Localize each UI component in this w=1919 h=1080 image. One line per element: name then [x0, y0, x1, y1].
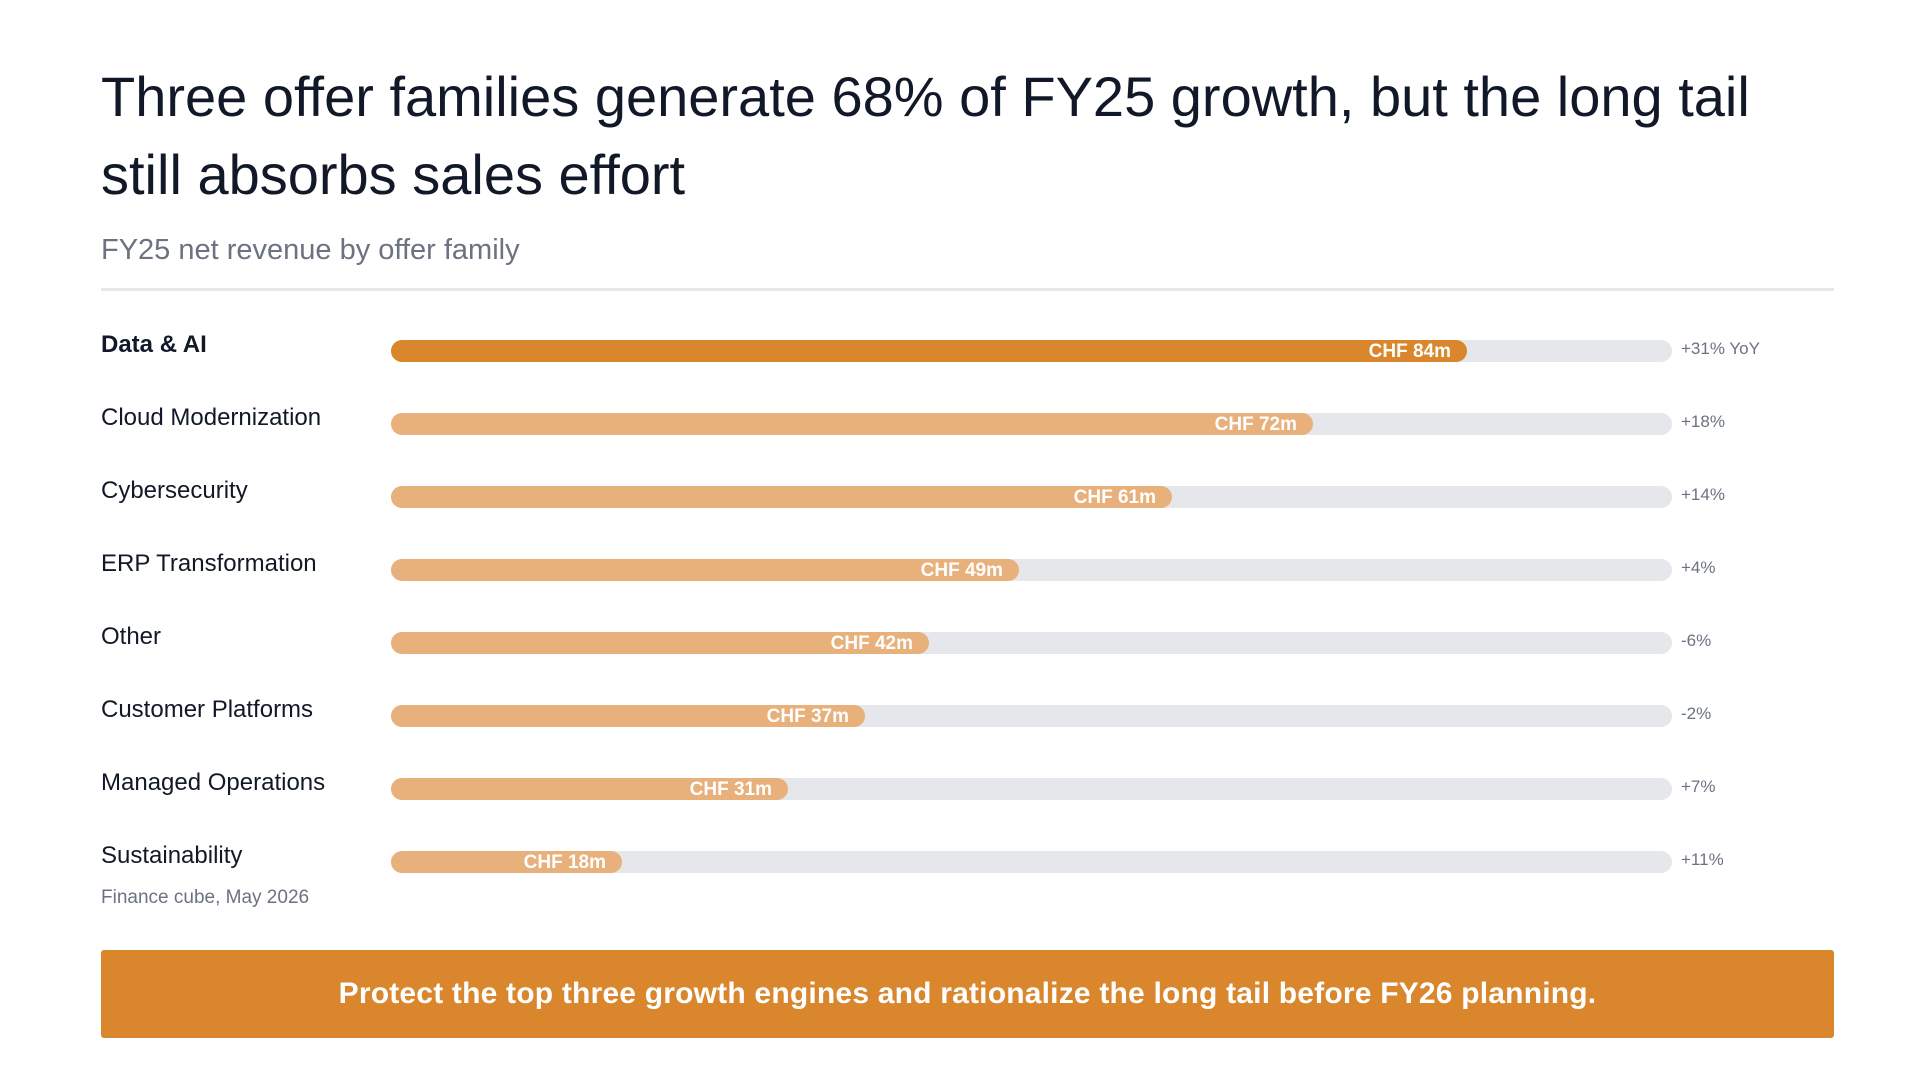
growth-label: +14%: [1681, 485, 1725, 504]
slide: Three offer families generate 68% of FY2…: [101, 58, 1834, 1048]
bar-row: Other CHF 42m -6%: [101, 610, 1834, 670]
bar-row: Sustainability CHF 18m +11%: [101, 829, 1834, 889]
category-label: Other: [101, 623, 162, 650]
bar-track: CHF 37m: [391, 705, 1672, 727]
bar-track: CHF 61m: [391, 486, 1672, 508]
bar-value-label: CHF 42m: [830, 633, 913, 654]
category-label: Managed Operations: [101, 769, 326, 796]
callout-text: Protect the top three growth engines and…: [338, 977, 1597, 1010]
bar-track: CHF 49m: [391, 559, 1672, 581]
growth-label: +18%: [1681, 412, 1725, 431]
category-label: Customer Platforms: [101, 696, 314, 723]
bar-track: CHF 72m: [391, 413, 1672, 435]
bar: CHF 37m: [391, 705, 865, 727]
growth-label: +4%: [1681, 558, 1716, 577]
bar-value-label: CHF 84m: [1368, 341, 1451, 362]
bar: CHF 84m: [391, 340, 1467, 362]
bar-value-label: CHF 61m: [1073, 487, 1156, 508]
bar-track: CHF 18m: [391, 851, 1672, 873]
growth-label: +11%: [1681, 850, 1724, 869]
bar-track: CHF 42m: [391, 632, 1672, 654]
bar: CHF 31m: [391, 778, 788, 800]
category-label: Sustainability: [101, 842, 243, 869]
bar-track: CHF 31m: [391, 778, 1672, 800]
bar: CHF 72m: [391, 413, 1313, 435]
bar-row: Data & AI CHF 84m +31% YoY: [101, 318, 1834, 378]
bar: CHF 18m: [391, 851, 622, 873]
growth-label: -2%: [1681, 704, 1712, 723]
bar-row: Managed Operations CHF 31m +7%: [101, 756, 1834, 816]
revenue-bar-chart: Data & AI CHF 84m +31% YoY Cloud Modernizat…: [101, 318, 1834, 878]
bar-value-label: CHF 49m: [920, 560, 1003, 581]
bar-row: Cloud Modernization CHF 72m +18%: [101, 391, 1834, 451]
bar-row: Cybersecurity CHF 61m +14%: [101, 464, 1834, 524]
callout-banner: Protect the top three growth engines and…: [101, 950, 1834, 1038]
category-label: Cloud Modernization: [101, 404, 322, 431]
slide-subtitle: FY25 net revenue by offer family: [101, 234, 520, 266]
bar-value-label: CHF 72m: [1214, 414, 1297, 435]
category-label: Data & AI: [101, 331, 207, 358]
bar: CHF 61m: [391, 486, 1172, 508]
category-label: Cybersecurity: [101, 477, 248, 504]
bar: CHF 42m: [391, 632, 929, 654]
growth-label: +7%: [1681, 777, 1716, 796]
divider: [101, 288, 1834, 291]
bar-row: ERP Transformation CHF 49m +4%: [101, 537, 1834, 597]
growth-label: +31% YoY: [1681, 339, 1760, 358]
slide-title: Three offer families generate 68% of FY2…: [101, 65, 1750, 206]
growth-label: -6%: [1681, 631, 1712, 650]
category-label: ERP Transformation: [101, 550, 317, 577]
bar-row: Customer Platforms CHF 37m -2%: [101, 683, 1834, 743]
bar-track: CHF 84m: [391, 340, 1672, 362]
bar-value-label: CHF 31m: [689, 779, 772, 800]
source-note: Finance cube, May 2026: [101, 887, 310, 908]
bar-value-label: CHF 18m: [523, 852, 606, 873]
bar-value-label: CHF 37m: [766, 706, 849, 727]
bar: CHF 49m: [391, 559, 1019, 581]
